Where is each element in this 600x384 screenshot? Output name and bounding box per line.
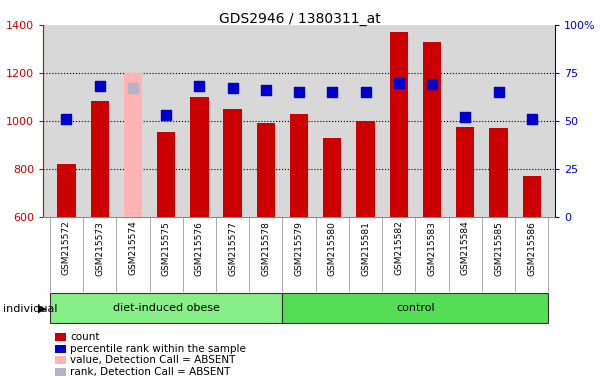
- Bar: [356, 121, 375, 217]
- Text: GSM215586: GSM215586: [527, 221, 536, 276]
- Text: value, Detection Call = ABSENT: value, Detection Call = ABSENT: [70, 355, 236, 365]
- Bar: [190, 97, 209, 217]
- Text: ▶: ▶: [38, 304, 46, 314]
- Point: [295, 89, 304, 95]
- Bar: [223, 109, 242, 217]
- Text: GSM215576: GSM215576: [195, 221, 204, 276]
- Bar: [456, 127, 475, 217]
- Bar: [323, 138, 341, 217]
- Point: [494, 89, 503, 95]
- Text: GSM215577: GSM215577: [228, 221, 237, 276]
- Text: rank, Detection Call = ABSENT: rank, Detection Call = ABSENT: [70, 367, 230, 377]
- Point: [427, 81, 437, 88]
- Bar: [423, 42, 441, 217]
- Bar: [257, 123, 275, 217]
- Bar: [490, 128, 508, 217]
- Point: [460, 114, 470, 120]
- Text: GSM215580: GSM215580: [328, 221, 337, 276]
- Text: GSM215572: GSM215572: [62, 221, 71, 275]
- Text: count: count: [70, 332, 100, 342]
- Bar: [91, 101, 109, 217]
- Bar: [290, 114, 308, 217]
- Text: GDS2946 / 1380311_at: GDS2946 / 1380311_at: [219, 12, 381, 25]
- Bar: [157, 132, 175, 217]
- Text: individual: individual: [3, 304, 58, 314]
- Point: [394, 79, 404, 86]
- Bar: [50, 293, 283, 323]
- Text: control: control: [396, 303, 435, 313]
- Text: GSM215579: GSM215579: [295, 221, 304, 276]
- Bar: [389, 32, 408, 217]
- Text: GSM215585: GSM215585: [494, 221, 503, 276]
- Bar: [124, 73, 142, 217]
- Point: [527, 116, 536, 122]
- Point: [128, 85, 138, 91]
- Text: GSM215582: GSM215582: [394, 221, 403, 275]
- Text: diet-induced obese: diet-induced obese: [113, 303, 220, 313]
- Bar: [58, 164, 76, 217]
- Point: [361, 89, 370, 95]
- Text: GSM215575: GSM215575: [161, 221, 170, 276]
- Text: GSM215578: GSM215578: [262, 221, 271, 276]
- Text: GSM215584: GSM215584: [461, 221, 470, 275]
- Point: [194, 83, 204, 89]
- Bar: [283, 293, 548, 323]
- Text: GSM215581: GSM215581: [361, 221, 370, 276]
- Text: percentile rank within the sample: percentile rank within the sample: [70, 344, 246, 354]
- Bar: [523, 176, 541, 217]
- Text: GSM215583: GSM215583: [428, 221, 437, 276]
- Text: GSM215573: GSM215573: [95, 221, 104, 276]
- Point: [261, 87, 271, 93]
- Point: [228, 85, 238, 91]
- Point: [62, 116, 71, 122]
- Point: [161, 112, 171, 118]
- Point: [95, 83, 104, 89]
- Text: GSM215574: GSM215574: [128, 221, 137, 275]
- Point: [328, 89, 337, 95]
